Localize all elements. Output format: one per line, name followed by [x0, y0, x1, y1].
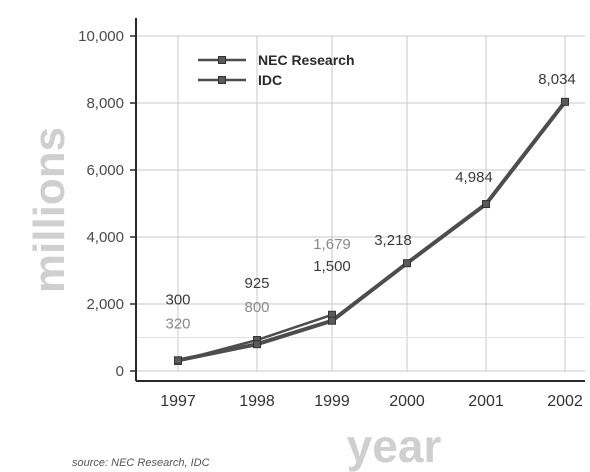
x-tick-label: 1998 — [239, 393, 275, 410]
plot-frame — [130, 18, 585, 382]
data-label: 1,679 — [313, 236, 351, 253]
legend-marker — [218, 76, 226, 84]
point-labels: 300 320 925 800 1,679 1,500 3,218 4,984 8,034 — [165, 71, 575, 332]
x-tick-label: 2000 — [389, 393, 425, 410]
data-point-idc — [328, 316, 336, 325]
data-point-idc — [482, 200, 490, 209]
data-label: 3,218 — [374, 232, 412, 249]
data-point-idc — [403, 259, 411, 268]
data-label: 300 — [165, 291, 190, 308]
data-point-idc — [561, 97, 569, 106]
series-line-idc — [176, 99, 567, 363]
y-tick-label: 4,000 — [86, 229, 124, 246]
x-tick-label: 2001 — [468, 393, 504, 410]
x-tick-label: 1999 — [314, 393, 350, 410]
y-tick-label: 10,000 — [78, 28, 124, 45]
data-point-idc — [174, 356, 182, 365]
x-tick-labels: 1997 1998 1999 2000 2001 2002 — [160, 393, 583, 410]
data-label: 1,500 — [313, 258, 351, 275]
data-label: 925 — [244, 275, 269, 292]
legend: NEC Research IDC — [198, 52, 355, 88]
legend-label: NEC Research — [258, 52, 355, 68]
data-point-idc — [253, 340, 261, 349]
legend-label: IDC — [258, 72, 282, 88]
data-label: 4,984 — [455, 169, 493, 186]
y-tick-label: 2,000 — [86, 296, 124, 313]
source-note: source: NEC Research, IDC — [72, 457, 210, 469]
data-label: 320 — [165, 315, 190, 332]
x-tick-label: 2002 — [547, 393, 583, 410]
y-tick-label: 6,000 — [86, 162, 124, 179]
y-axis-title: millions — [25, 127, 74, 293]
data-label: 800 — [244, 299, 269, 316]
y-tick-label: 8,000 — [86, 95, 124, 112]
x-axis-title: year — [347, 420, 442, 472]
y-tick-label: 0 — [116, 363, 124, 380]
y-tick-labels: 0 2,000 4,000 6,000 8,000 10,000 — [78, 28, 124, 380]
grid-lines — [136, 35, 585, 372]
series-markers — [174, 97, 569, 365]
x-tick-label: 1997 — [160, 393, 196, 410]
legend-marker — [218, 56, 226, 64]
series-lines — [176, 99, 567, 363]
data-label: 8,034 — [538, 71, 576, 88]
